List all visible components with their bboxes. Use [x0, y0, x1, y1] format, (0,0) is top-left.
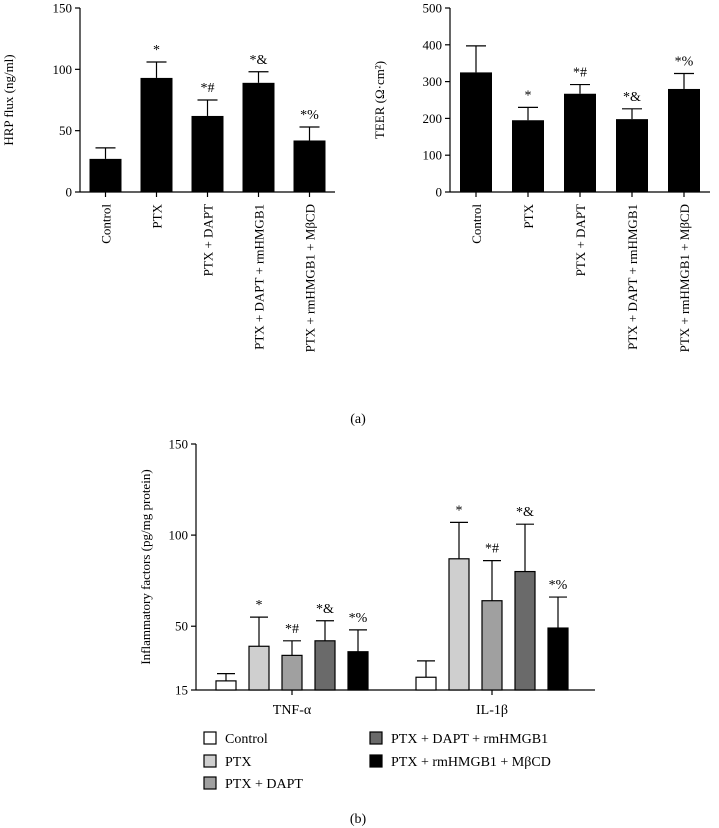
annotation-tnf-ptx-dapt: *# [285, 622, 299, 637]
caption-a: (a) [350, 412, 366, 427]
bar-ptx-dapt-rmhmgb1 [242, 82, 275, 192]
annotation-ptx-dapt: *# [201, 81, 215, 96]
legend-swatch-control [203, 731, 217, 745]
bar-ptx-dapt [191, 115, 224, 192]
inflammatory-factors-chart: 15 50 100 150 Inflammatory factors (pg/mg pr… [138, 437, 595, 718]
bar-il-1-ptx-dapt-rmhmgb1 [514, 570, 536, 691]
bar-tnf-ptx-dapt-rmhmgb1 [314, 640, 336, 691]
y-tick-label: 200 [423, 111, 443, 126]
bar-tnf-control [215, 680, 237, 691]
annotation-il-1-ptx-rmhmgb1-m-cd: *% [549, 578, 568, 593]
annotation-ptx-dapt-rmhmgb1: *& [623, 90, 641, 105]
x-tick-label-tnf: TNF-α [273, 703, 312, 718]
bar-il-1-ptx-rmhmgb1-m-cd [547, 627, 569, 691]
bar-control [89, 158, 122, 192]
y-axis-label: Inflammatory factors (pg/mg protein) [138, 469, 153, 664]
bar-tnf-ptx-rmhmgb1-m-cd [347, 651, 369, 691]
bar-control [460, 72, 492, 192]
y-tick-label: 50 [59, 123, 72, 138]
legend-swatch-ptx [203, 754, 217, 768]
annotation-tnf-ptx-dapt-rmhmgb1: *& [316, 602, 334, 617]
y-axis-label: HRP flux (ng/ml) [1, 54, 16, 145]
caption-b: (b) [350, 812, 367, 827]
annotation-ptx-dapt-rmhmgb1: *& [250, 53, 268, 68]
annotation-ptx-dapt: *# [573, 66, 587, 81]
y-tick-label: 15 [175, 683, 188, 698]
x-tick-label-ptx-rmhmgb1-m-cd: PTX + rmHMGB1 + MβCD [303, 204, 318, 352]
y-tick-label: 300 [423, 74, 443, 89]
teer-chart: 0 100 200 300 400 500 TEER (Ω·cm²) Control * PTX *… [372, 1, 710, 352]
y-tick-label: 400 [423, 37, 443, 52]
y-tick-label: 0 [436, 185, 443, 200]
annotation-il-1-ptx-dapt: *# [485, 542, 499, 557]
legend-label-ptx-dapt-rmhmgb1: PTX + DAPT + rmHMGB1 [391, 732, 548, 747]
x-tick-label-ptx: PTX [150, 203, 165, 228]
x-tick-label-control: Control [469, 204, 484, 244]
x-tick-label-ptx-rmhmgb1-m-cd: PTX + rmHMGB1 + MβCD [677, 204, 692, 352]
legend-label-ptx-rmhmgb1-m-cd: PTX + rmHMGB1 + MβCD [391, 755, 551, 770]
y-tick-label: 100 [423, 148, 443, 163]
x-tick-label-ptx-dapt: PTX + DAPT [573, 204, 588, 276]
bar-tnf-ptx [248, 645, 270, 691]
legend-label-ptx-dapt: PTX + DAPT [225, 777, 303, 792]
bar-ptx-rmhmgb1-m-cd [293, 140, 326, 192]
annotation-ptx: * [153, 43, 160, 58]
x-tick-label-control: Control [99, 204, 114, 244]
legend-label-control: Control [225, 732, 268, 747]
bar-ptx-dapt-rmhmgb1 [616, 119, 648, 192]
y-tick-label: 0 [66, 185, 73, 200]
bar-il-1-control [415, 676, 437, 691]
y-axis-label: TEER (Ω·cm²) [372, 61, 387, 139]
annotation-ptx: * [525, 88, 532, 103]
x-tick-label-ptx-dapt-rmhmgb1: PTX + DAPT + rmHMGB1 [625, 204, 640, 350]
legend-label-ptx: PTX [225, 755, 251, 770]
x-tick-label-il-1: IL-1β [476, 703, 508, 718]
bar-ptx-rmhmgb1-m-cd [668, 88, 700, 192]
legend-swatch-ptx-dapt [203, 776, 217, 790]
bar-ptx [512, 120, 544, 192]
bar-il-1-ptx-dapt [481, 600, 503, 691]
y-tick-label: 150 [169, 437, 189, 452]
bar-tnf-ptx-dapt [281, 654, 303, 691]
y-tick-label: 100 [169, 528, 189, 543]
legend: Control PTX PTX + DAPT PTX + DAPT + rmHMGB1… [203, 731, 551, 792]
x-tick-label-ptx-dapt-rmhmgb1: PTX + DAPT + rmHMGB1 [252, 204, 267, 350]
bar-ptx [140, 77, 173, 192]
x-tick-label-ptx: PTX [521, 203, 536, 228]
annotation-il-1-ptx-dapt-rmhmgb1: *& [516, 505, 534, 520]
x-tick-label-ptx-dapt: PTX + DAPT [201, 204, 216, 276]
bar-il-1-ptx [448, 558, 470, 691]
annotation-il-1-ptx: * [456, 503, 463, 518]
y-tick-label: 150 [53, 1, 73, 16]
hrp-flux-chart: 0 50 100 150 HRP flux (ng/ml) Control * PTX *# PT… [1, 1, 335, 352]
legend-swatch-ptx-dapt-rmhmgb1 [369, 731, 383, 745]
annotation-tnf-ptx: * [256, 598, 263, 613]
legend-swatch-ptx-rmhmgb1-m-cd [369, 754, 383, 768]
y-tick-label: 100 [53, 62, 73, 77]
annotation-tnf-ptx-rmhmgb1-m-cd: *% [349, 611, 368, 626]
y-tick-label: 50 [175, 619, 188, 634]
annotation-ptx-rmhmgb1-m-cd: *% [300, 108, 319, 123]
bar-ptx-dapt [564, 93, 596, 192]
annotation-ptx-rmhmgb1-m-cd: *% [675, 55, 694, 70]
y-tick-label: 500 [423, 1, 443, 16]
